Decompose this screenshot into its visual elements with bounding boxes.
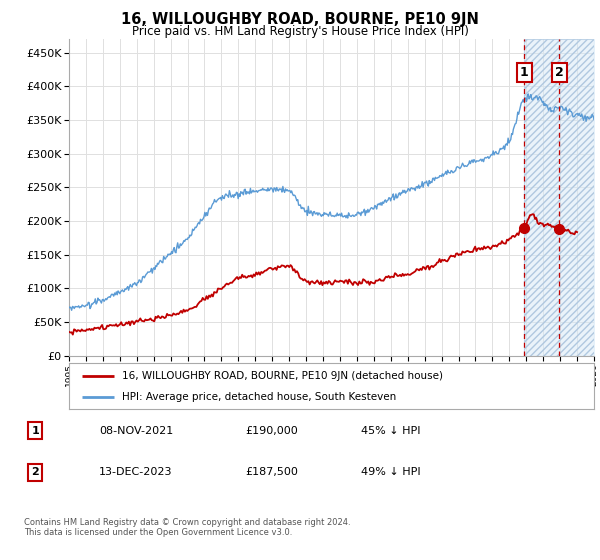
Text: HPI: Average price, detached house, South Kesteven: HPI: Average price, detached house, Sout… (121, 393, 396, 402)
Text: 13-DEC-2023: 13-DEC-2023 (100, 468, 173, 477)
Text: 2: 2 (555, 66, 564, 79)
Text: 16, WILLOUGHBY ROAD, BOURNE, PE10 9JN: 16, WILLOUGHBY ROAD, BOURNE, PE10 9JN (121, 12, 479, 27)
Text: Price paid vs. HM Land Registry's House Price Index (HPI): Price paid vs. HM Land Registry's House … (131, 25, 469, 38)
Text: 2: 2 (31, 468, 39, 477)
Text: 1: 1 (520, 66, 529, 79)
Text: £187,500: £187,500 (245, 468, 298, 477)
Text: 45% ↓ HPI: 45% ↓ HPI (361, 426, 421, 436)
Text: 49% ↓ HPI: 49% ↓ HPI (361, 468, 421, 477)
Text: Contains HM Land Registry data © Crown copyright and database right 2024.
This d: Contains HM Land Registry data © Crown c… (24, 518, 350, 538)
Text: £190,000: £190,000 (245, 426, 298, 436)
Text: 1: 1 (31, 426, 39, 436)
Text: 16, WILLOUGHBY ROAD, BOURNE, PE10 9JN (detached house): 16, WILLOUGHBY ROAD, BOURNE, PE10 9JN (d… (121, 371, 443, 381)
Text: 08-NOV-2021: 08-NOV-2021 (100, 426, 173, 436)
